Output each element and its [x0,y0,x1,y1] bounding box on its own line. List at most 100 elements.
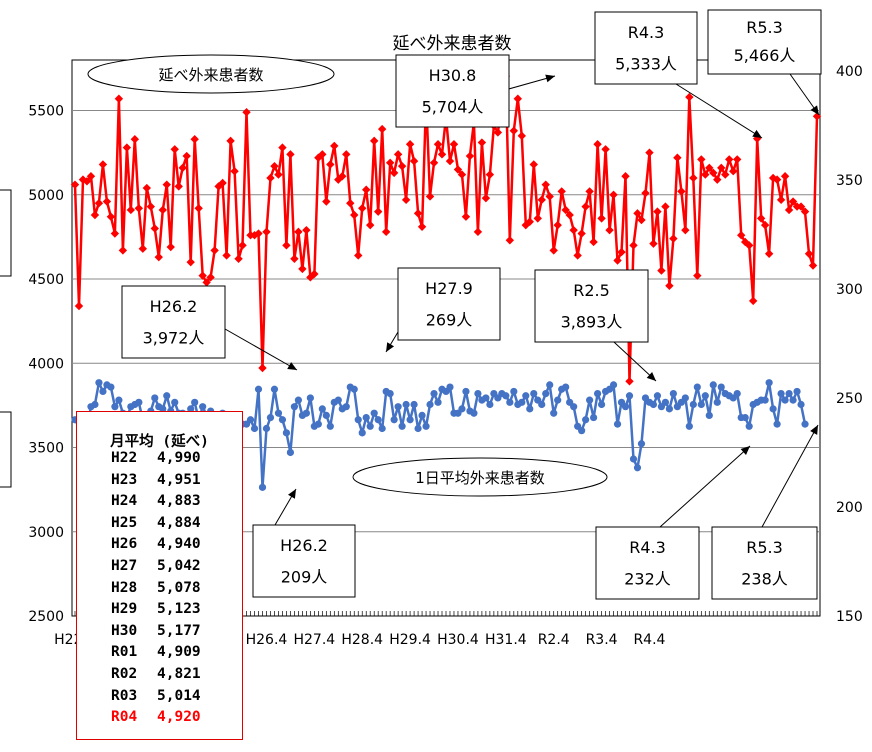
callout-arrowhead-0 [545,74,555,83]
callouts: H30.8 5,704人 R4.3 5,333人 R5.3 5,466人 H26.2 3,97… [121,9,822,600]
data-point [95,379,103,387]
data-point [713,175,722,184]
data-point [661,398,670,406]
callout-period-1: R4.3 [628,23,665,42]
data-point [70,180,80,189]
data-point [126,205,136,215]
data-point [565,210,574,220]
x-tick-label-6: H28.4 [341,632,383,648]
data-point [804,249,814,258]
data-point [653,392,662,400]
data-point [570,403,578,411]
data-point [350,385,358,393]
x-tick-label-4: H26.4 [246,632,288,648]
data-point [709,168,718,178]
data-point [174,182,183,191]
data-point [318,405,326,413]
data-point [457,170,467,179]
monthly-average-row: H25 4,884 [111,515,201,531]
callout-arrowhead-5 [646,371,656,381]
data-point [437,150,447,159]
data-point [163,392,171,400]
data-point [270,385,279,393]
callout-leader-7 [659,445,751,528]
data-point [621,172,630,181]
data-point [562,383,570,391]
data-point [744,241,754,250]
data-point [761,396,769,404]
data-point [462,387,470,396]
data-point [413,209,423,218]
callout-period-5: R2.5 [573,281,610,300]
data-point [582,416,590,424]
data-point [230,167,239,176]
data-point [130,134,140,144]
data-point [210,246,219,255]
x-tick-label-7: H29.4 [389,632,431,648]
data-point [142,183,152,193]
data-point [689,173,698,183]
monthly-average-row: R01 4,909 [111,644,201,660]
data-point [713,398,721,406]
data-point [549,246,558,255]
data-point [553,220,562,230]
callout-period-8: R5.3 [746,538,783,557]
data-point [601,145,610,154]
right-axis-ticks: 150 200 250 300 350 400 [836,64,863,625]
callout-value-8: 238人 [741,570,788,589]
data-point [760,220,770,230]
data-point [748,296,758,306]
data-point [541,180,550,189]
data-point [446,383,454,391]
data-point [401,195,411,205]
data-point [569,225,578,235]
data-point [585,187,594,196]
data-point [398,422,406,430]
data-point [505,236,515,245]
data-point [362,185,371,194]
data-point [377,124,387,134]
data-point [518,398,526,406]
data-point [254,229,263,238]
data-point [342,403,350,411]
data-point [385,158,395,167]
left-tick-label-0: 2500 [28,609,64,625]
data-point [493,128,503,137]
data-point [151,394,159,402]
data-point [330,141,339,151]
data-point [465,151,475,161]
data-point [206,273,215,282]
callout-box-2: R5.3 5,466人 [707,9,822,75]
data-point [114,94,124,103]
data-point [625,377,634,386]
data-point [474,390,482,398]
data-point [741,413,749,422]
data-point [94,199,104,208]
row-value: 5,078 [157,579,201,596]
data-point [187,405,195,413]
data-point [725,155,734,164]
data-point [593,140,602,149]
data-point [637,440,646,448]
data-point [389,168,399,178]
data-point [90,210,100,220]
data-point [302,409,310,417]
series-daily-average-outpatients [71,379,809,491]
data-point [369,136,379,146]
data-point [170,145,179,154]
callout-box-5: R2.5 3,893人 [534,269,649,343]
data-point [286,448,295,457]
callout-box-4: H27.9 269人 [397,267,501,341]
row-value: 4,951 [157,471,201,488]
monthly-average-row: H30 5,177 [111,623,201,639]
data-point [274,170,283,179]
callout-box-6: H26.2 209人 [252,524,356,598]
data-point [350,210,359,220]
data-point [740,237,750,247]
callout-arrowhead-7 [740,446,750,455]
data-point [107,383,115,391]
data-point [780,172,790,181]
row-value: 4,920 [157,709,201,726]
data-point [286,150,295,159]
data-point [812,112,822,121]
